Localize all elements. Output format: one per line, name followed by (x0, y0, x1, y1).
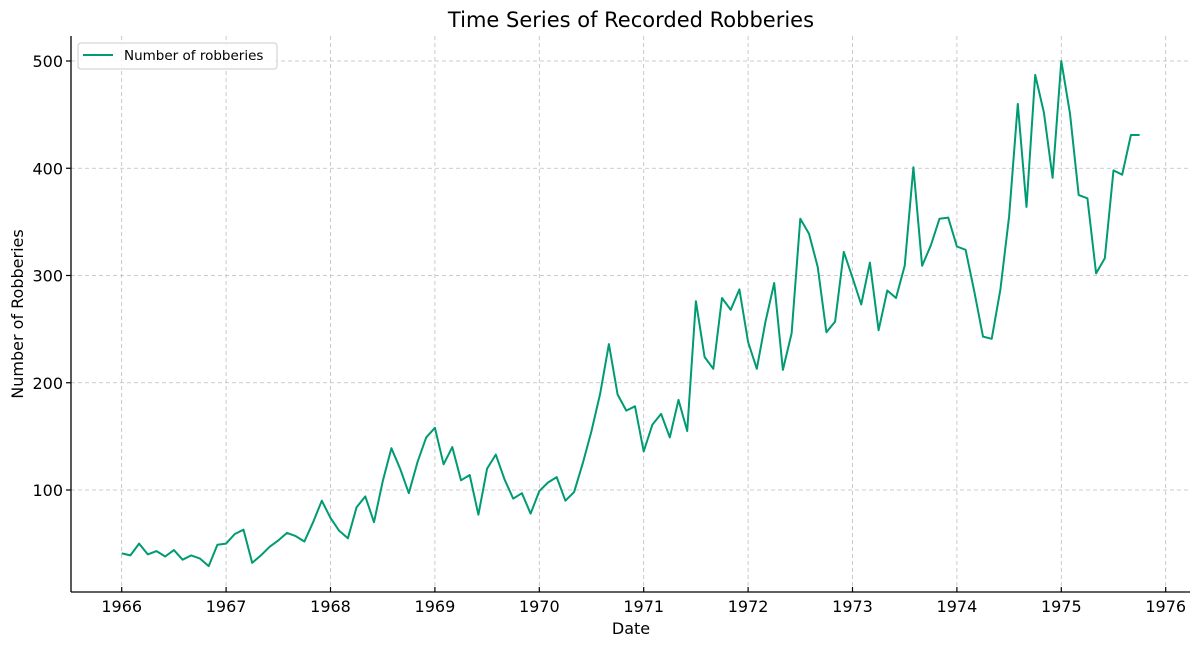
y-tick-label: 200 (32, 374, 63, 393)
x-tick-label: 1967 (206, 597, 247, 616)
x-tick-label: 1971 (623, 597, 664, 616)
x-tick-label: 1973 (832, 597, 873, 616)
y-tick-label: 400 (32, 159, 63, 178)
series-lines (121, 60, 1140, 568)
y-axis-ticks: 100 200 300 400 500 (32, 52, 71, 500)
x-tick-label: 1975 (1041, 597, 1082, 616)
series-line (121, 60, 1140, 568)
y-tick-label: 100 (32, 481, 63, 500)
y-tick-label: 500 (32, 52, 63, 71)
chart-title: Time Series of Recorded Robberies (447, 8, 814, 32)
x-tick-label: 1976 (1145, 597, 1186, 616)
legend-label: Number of robberies (124, 48, 263, 64)
x-tick-label: 1969 (415, 597, 456, 616)
x-tick-label: 1970 (519, 597, 560, 616)
y-axis-label: Number of Robberies (8, 229, 27, 398)
x-tick-label: 1972 (728, 597, 769, 616)
legend-box (77, 42, 278, 70)
x-axis-ticks: 1966 1967 1968 1969 1970 1971 1972 1973 1974 1975… (101, 587, 1186, 616)
x-axis-label: Date (612, 619, 650, 638)
x-tick-label: 1966 (101, 597, 142, 616)
x-tick-label: 1974 (937, 597, 978, 616)
x-tick-label: 1968 (310, 597, 351, 616)
y-tick-label: 300 (32, 267, 63, 286)
legend: Number of robberies (77, 42, 278, 70)
grid-lines (71, 36, 1190, 592)
